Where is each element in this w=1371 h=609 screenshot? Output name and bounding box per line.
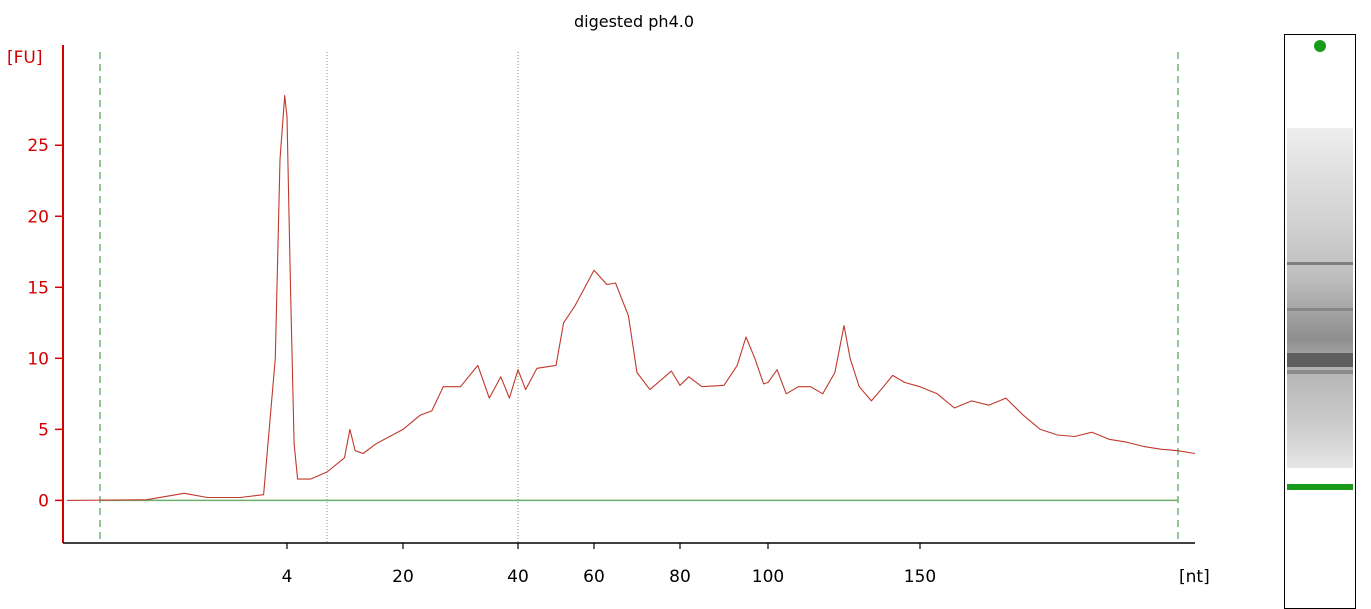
- trace-layer: [66, 94, 1196, 501]
- chart-title: digested ph4.0: [574, 12, 694, 31]
- gel-band: [1287, 308, 1353, 311]
- y-tick-label: 5: [38, 420, 49, 440]
- x-tick-label: 20: [392, 567, 414, 587]
- ticks-layer: 0 5 10 15 20 25 4 20 40 60 80 100 150: [27, 136, 936, 587]
- gel-lane-image: [1284, 34, 1356, 609]
- y-axis-unit-label: [FU]: [7, 48, 43, 68]
- upper-marker-dot: [1314, 40, 1326, 52]
- gel-band: [1287, 262, 1353, 265]
- gel-band: [1287, 370, 1353, 374]
- y-tick-label: 20: [27, 207, 49, 227]
- series-trace: [66, 94, 1196, 501]
- x-tick-label: 80: [669, 567, 691, 587]
- x-axis-unit-label: [nt]: [1179, 567, 1210, 587]
- gel-smear: [1287, 128, 1353, 468]
- x-tick-label: 60: [583, 567, 605, 587]
- axes-layer: [62, 45, 1195, 544]
- x-tick-label: 40: [507, 567, 529, 587]
- y-tick-label: 15: [27, 278, 49, 298]
- x-tick-label: 100: [752, 567, 784, 587]
- y-tick-label: 25: [27, 136, 49, 156]
- y-tick-label: 0: [38, 491, 49, 511]
- grid-layer: [99, 52, 1179, 543]
- gel-band: [1287, 353, 1353, 367]
- lower-marker-band: [1287, 484, 1353, 490]
- x-tick-label: 4: [282, 567, 293, 587]
- x-tick-label: 150: [904, 567, 936, 587]
- y-tick-label: 10: [27, 349, 49, 369]
